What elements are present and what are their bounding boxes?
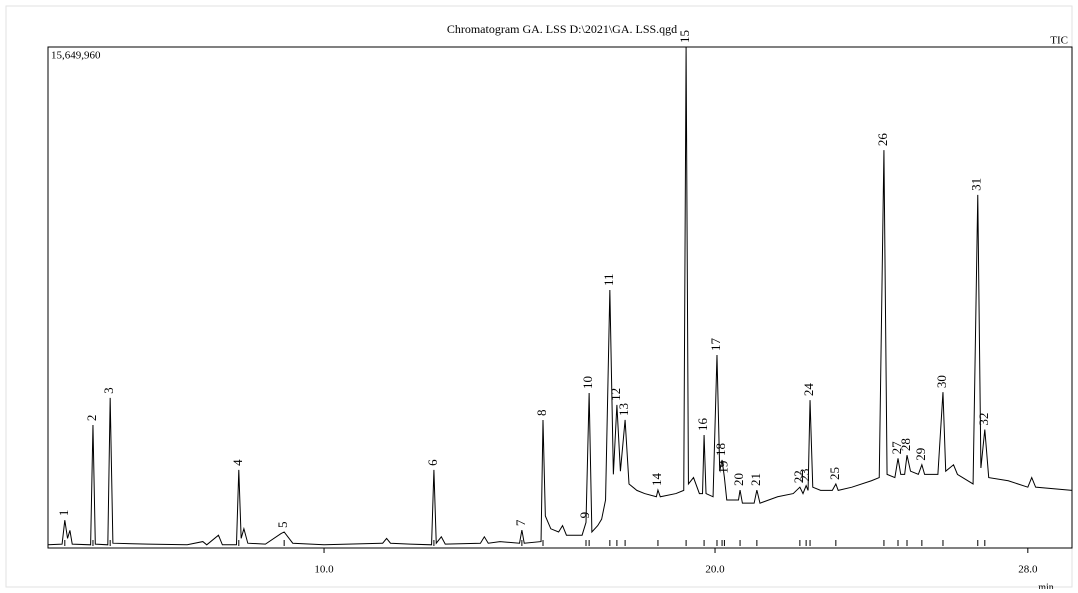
peak-label: 21 xyxy=(748,473,763,486)
peak-label: 30 xyxy=(934,375,949,388)
peak-label: 24 xyxy=(801,383,816,397)
peak-label: 23 xyxy=(797,469,812,482)
peak-label: 19 xyxy=(715,461,730,474)
peak-label: 22 xyxy=(791,470,806,483)
peak-label: 28 xyxy=(898,438,913,451)
peak-label: 15 xyxy=(677,30,692,43)
chart-title: Chromatogram GA. LSS D:\2021\GA. LSS.qgd xyxy=(447,22,677,36)
peak-label: 29 xyxy=(913,448,928,461)
card xyxy=(5,5,1073,588)
peak-label: 25 xyxy=(827,467,842,480)
peak-label: 11 xyxy=(601,273,616,286)
peak-label: 17 xyxy=(708,337,723,351)
x-tick-label: 20.0 xyxy=(705,564,725,576)
peak-label: 26 xyxy=(875,133,890,147)
x-axis-label: min xyxy=(1038,582,1054,589)
peak-label: 5 xyxy=(275,521,290,528)
peak-label: 18 xyxy=(713,443,728,456)
peak-label: 1 xyxy=(56,510,71,517)
peak-label: 12 xyxy=(608,388,623,401)
peak-label: 20 xyxy=(731,473,746,486)
y-tick-label: 15,649,960 xyxy=(51,50,101,62)
peak-label: 14 xyxy=(649,473,664,487)
x-tick-label: 10.0 xyxy=(314,564,334,576)
peak-label: 2 xyxy=(84,415,99,422)
trace xyxy=(47,46,1073,546)
plot-frame xyxy=(47,46,1073,549)
signal-label: TIC xyxy=(1050,35,1068,47)
peak-label: 32 xyxy=(976,413,991,426)
peak-label: 7 xyxy=(513,519,528,526)
peak-label: 16 xyxy=(695,417,710,431)
peak-label: 31 xyxy=(969,178,984,191)
peak-label: 9 xyxy=(577,512,592,519)
peak-label: 4 xyxy=(230,459,245,466)
peak-label: 13 xyxy=(616,403,631,416)
peak-label: 3 xyxy=(101,387,116,394)
chart: Chromatogram GA. LSS D:\2021\GA. LSS.qgd… xyxy=(5,5,1073,589)
peak-label: 8 xyxy=(534,409,549,416)
peak-label: 27 xyxy=(889,441,904,455)
peak-label: 10 xyxy=(580,376,595,389)
peak-label: 6 xyxy=(425,459,440,466)
x-tick-label: 28.0 xyxy=(1018,564,1038,576)
